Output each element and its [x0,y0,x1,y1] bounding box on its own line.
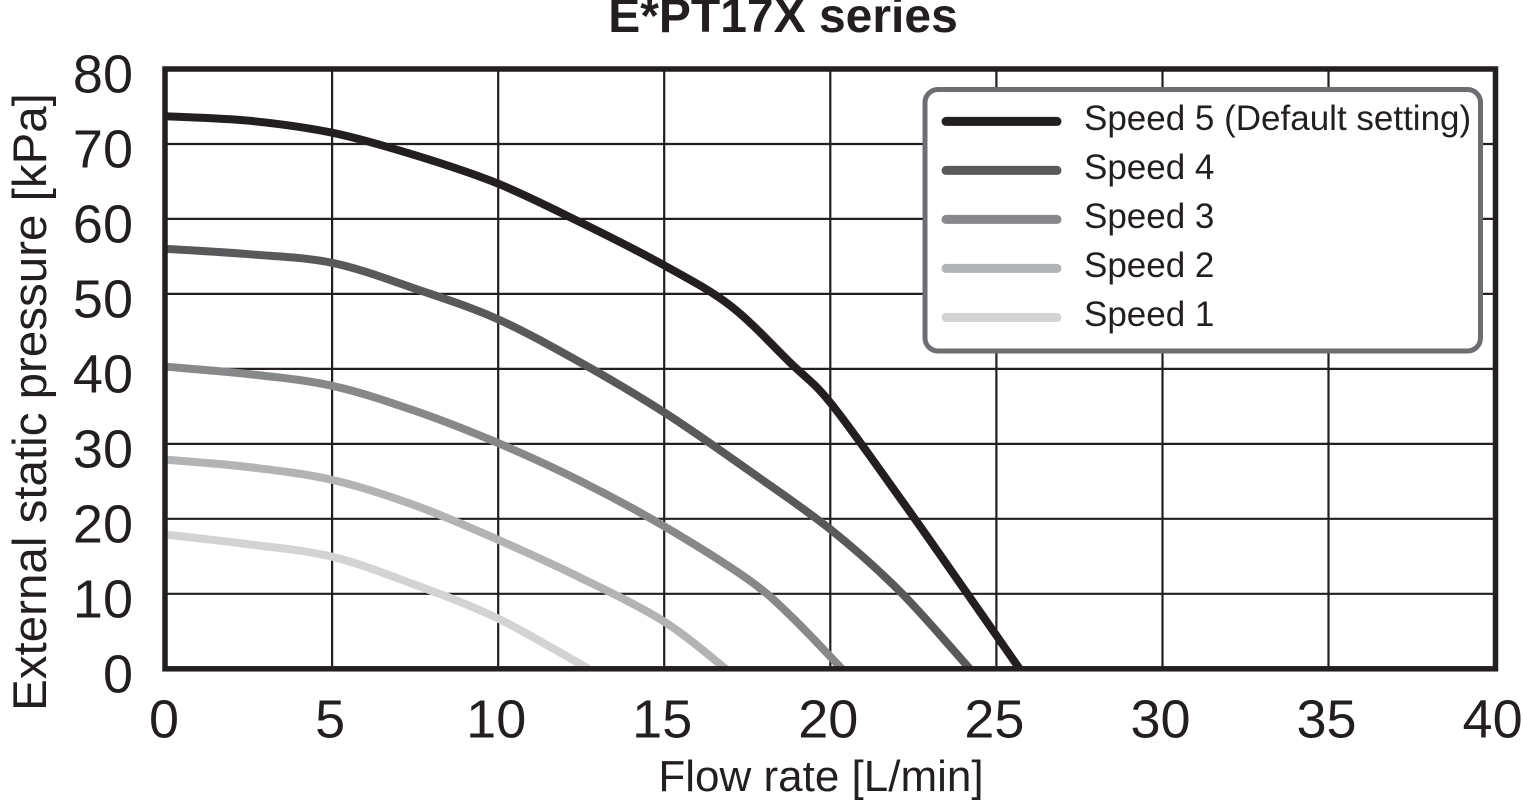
svg-text:70: 70 [73,120,133,180]
svg-text:20: 20 [798,690,858,750]
svg-text:10: 10 [466,690,526,750]
svg-text:Speed 2: Speed 2 [1084,246,1214,285]
svg-text:Flow rate [L/min]: Flow rate [L/min] [658,752,983,800]
svg-text:50: 50 [73,269,133,329]
svg-text:5: 5 [315,690,345,750]
svg-text:Speed 3: Speed 3 [1084,197,1214,236]
svg-text:Speed 1: Speed 1 [1084,295,1214,334]
svg-text:40: 40 [1463,690,1523,750]
svg-text:External static pressure [kPa]: External static pressure [kPa] [4,93,57,711]
svg-text:10: 10 [73,569,133,629]
svg-text:20: 20 [73,494,133,554]
svg-text:0: 0 [103,644,133,704]
svg-text:40: 40 [73,344,133,404]
svg-text:60: 60 [73,194,133,254]
svg-text:Speed 4: Speed 4 [1084,148,1214,187]
svg-text:Speed 5 (Default setting): Speed 5 (Default setting) [1084,99,1471,138]
svg-text:E*PT17X series: E*PT17X series [608,0,958,43]
svg-text:30: 30 [1130,690,1190,750]
svg-text:80: 80 [73,45,133,105]
svg-text:15: 15 [632,690,692,750]
svg-text:35: 35 [1296,690,1356,750]
svg-text:0: 0 [149,690,179,750]
svg-text:25: 25 [964,690,1024,750]
svg-text:30: 30 [73,419,133,479]
